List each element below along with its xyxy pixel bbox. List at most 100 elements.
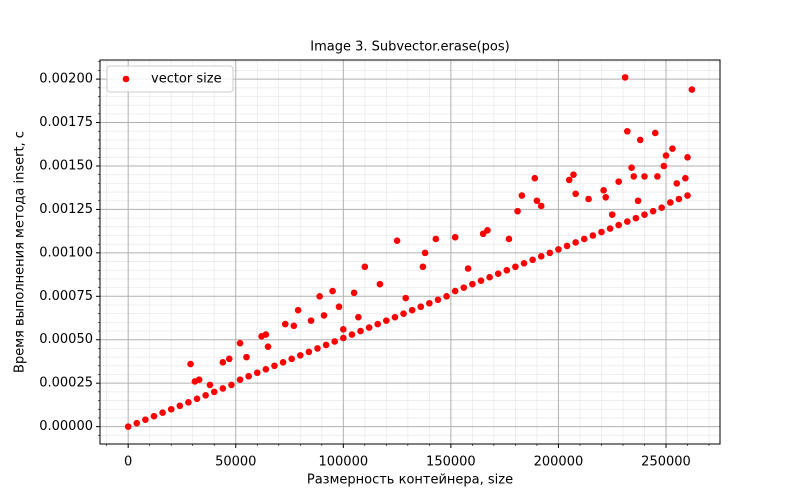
point (264, 343, 272, 350)
point (159, 409, 166, 417)
x-tick-label: 150000 (426, 455, 476, 470)
point (451, 233, 459, 241)
point (426, 299, 433, 307)
point (673, 180, 681, 187)
point (443, 293, 450, 300)
point (634, 197, 642, 205)
point (632, 214, 640, 222)
point (193, 395, 201, 403)
point (391, 313, 399, 321)
y-tick-label: 0.00125 (39, 202, 93, 217)
y-axis-label: Время выполнения метода insert, с (13, 131, 28, 373)
point (669, 145, 676, 152)
point (477, 277, 485, 284)
point (376, 280, 384, 288)
point (219, 359, 227, 366)
point (667, 199, 674, 206)
point (660, 162, 668, 170)
point (331, 338, 339, 345)
point (662, 152, 670, 159)
point (288, 355, 295, 363)
point (682, 174, 689, 182)
axes-layer: 0 50000 100000 150000 200000 250000 0.00000 0.0… (39, 61, 710, 470)
point (374, 320, 382, 328)
point (531, 174, 539, 182)
point (419, 263, 427, 271)
point (305, 348, 313, 356)
point (654, 173, 661, 180)
point (464, 265, 472, 272)
legend: vector size (106, 65, 234, 93)
plot-frame (99, 59, 721, 445)
point (505, 235, 513, 243)
point (187, 360, 194, 368)
point (206, 381, 214, 389)
point (572, 190, 579, 198)
grid-layer (100, 60, 720, 444)
point (322, 341, 330, 349)
point (402, 294, 409, 302)
point (460, 284, 468, 291)
point (598, 228, 605, 236)
point (572, 239, 579, 246)
point (565, 176, 573, 184)
point (537, 202, 545, 210)
point (688, 86, 696, 93)
point (281, 320, 289, 328)
point (236, 339, 244, 347)
point (393, 237, 401, 245)
point (684, 192, 691, 199)
point (417, 303, 425, 311)
point (355, 313, 362, 321)
point (294, 306, 302, 314)
point (585, 195, 592, 203)
point (580, 235, 588, 243)
point (262, 365, 270, 373)
point (245, 372, 252, 380)
point (615, 178, 622, 185)
point (253, 369, 261, 377)
point (615, 221, 622, 229)
point (350, 289, 358, 297)
point (608, 211, 616, 218)
point (570, 171, 577, 178)
point (133, 419, 141, 427)
point (262, 331, 270, 338)
point (421, 249, 429, 257)
point (563, 242, 571, 250)
y-tick-label: 0.00200 (39, 72, 93, 87)
x-tick-label: 50000 (215, 455, 256, 470)
point (314, 345, 321, 352)
y-tick-label: 0.00075 (39, 289, 93, 304)
point (520, 259, 528, 267)
point (296, 352, 304, 359)
point (636, 136, 644, 144)
point (219, 385, 227, 392)
point (225, 355, 233, 363)
point (243, 353, 250, 361)
point (503, 266, 511, 274)
point (307, 317, 315, 324)
point (400, 310, 407, 317)
point (606, 225, 614, 232)
point (684, 154, 691, 161)
legend-marker (122, 75, 130, 83)
point (623, 127, 631, 135)
x-axis-label: Размерность контейнера, size (307, 473, 513, 488)
point (675, 195, 683, 203)
point (621, 74, 629, 81)
point (641, 173, 648, 180)
x-tick-label: 100000 (318, 455, 368, 470)
point (518, 192, 526, 199)
point (335, 303, 343, 311)
x-tick-label: 200000 (534, 455, 584, 470)
point (290, 322, 298, 330)
point (602, 193, 610, 201)
marks-layer (124, 74, 696, 430)
point (150, 412, 158, 420)
point (512, 263, 519, 271)
point (348, 331, 356, 338)
point (195, 376, 203, 384)
